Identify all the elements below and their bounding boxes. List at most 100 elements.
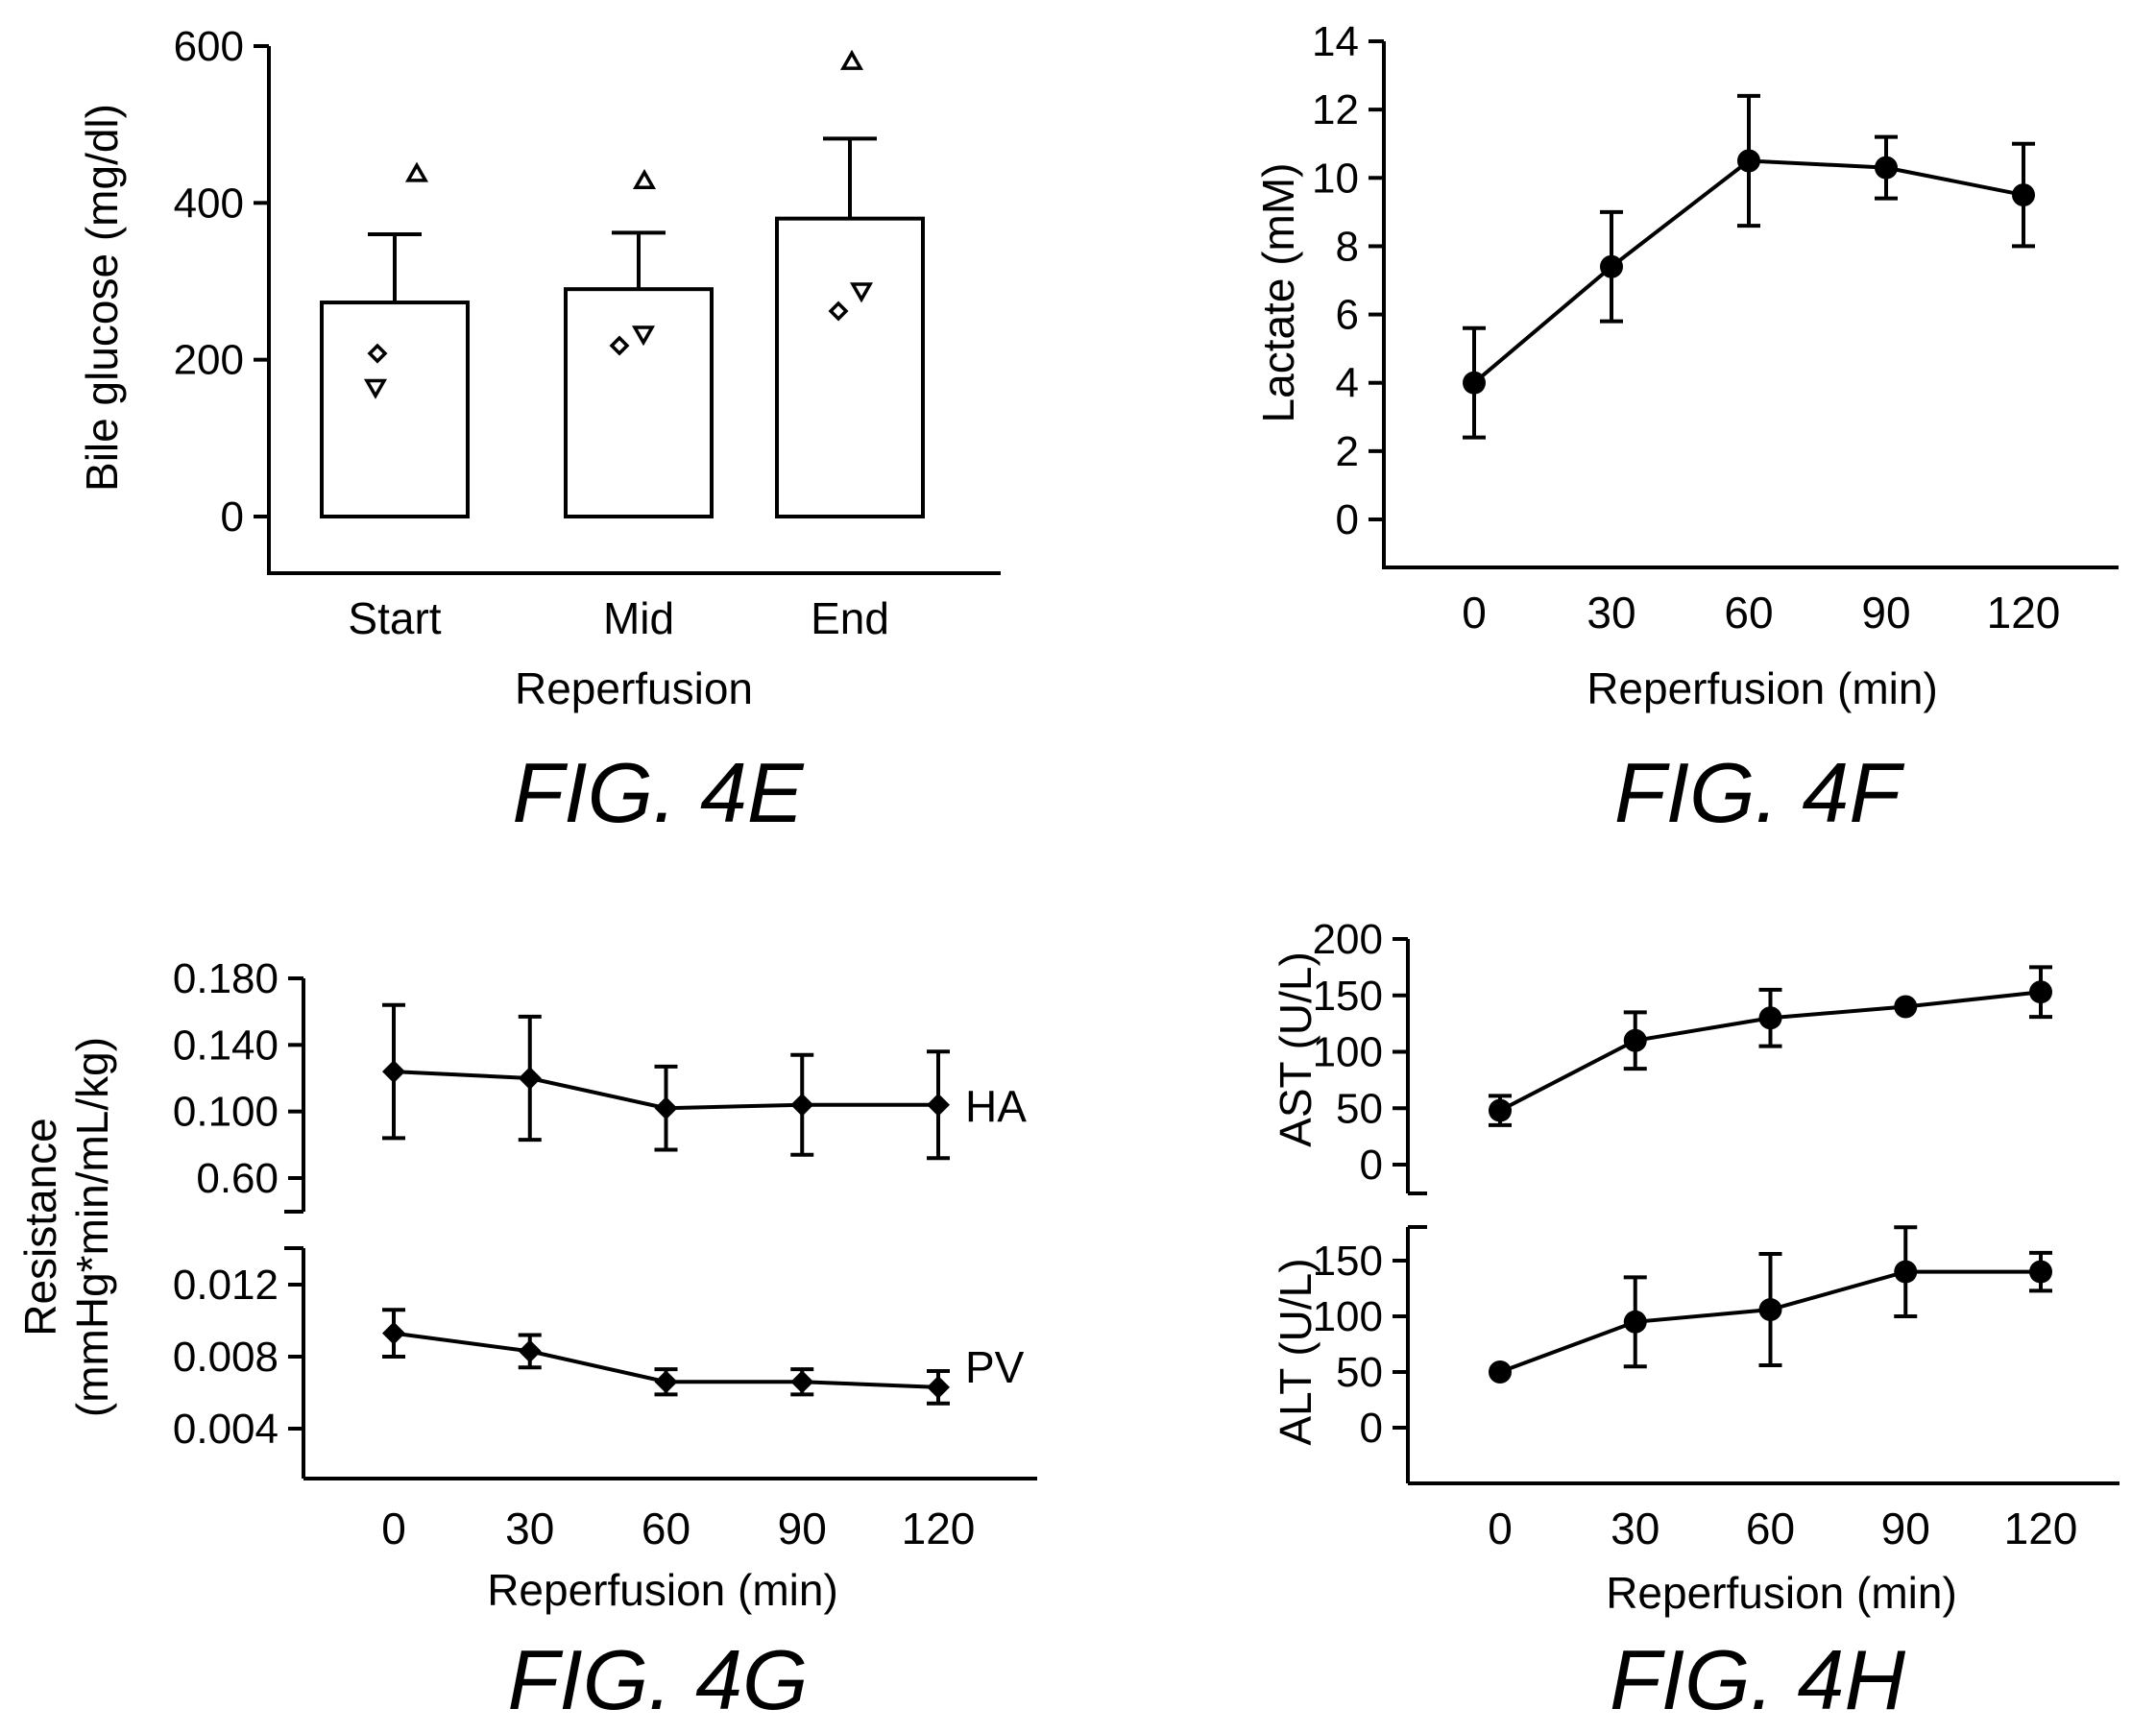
fig-4g-ha-point (790, 1093, 814, 1117)
fig-4g-y-tick-label-lower: 0.004 (173, 1406, 279, 1453)
fig-4f-x-tick-label: 0 (1462, 588, 1487, 638)
fig-4h-x-axis-label: Reperfusion (min) (1606, 1568, 1957, 1618)
fig-4g-pv-point (518, 1339, 542, 1363)
fig-4e-point-triangle-up (632, 168, 657, 189)
fig-4h-ast-y-tick-label: 200 (1313, 916, 1383, 963)
fig-4g-y-tick-label-lower: 0.008 (173, 1334, 279, 1381)
fig-4f-point (1875, 156, 1898, 180)
fig-4e-bar (775, 216, 925, 519)
fig-4e-bar (564, 287, 714, 518)
fig-4g-x-tick-label: 90 (778, 1504, 827, 1553)
fig-4f-point (1737, 149, 1760, 173)
fig-4g-y-axis-label-line1: Resistance (15, 1118, 65, 1336)
fig-4h-alt-point (2029, 1260, 2052, 1284)
fig-4h-ast-y-tick-label: 50 (1336, 1085, 1383, 1132)
fig-4h-ast-y-tick-label: 150 (1313, 973, 1383, 1020)
chart-fig-4g: 0.60 0.100 0.140 0.180 0.004 0.008 0.012 0 30 60 9… (15, 955, 1037, 1615)
fig-4h-alt-point (1894, 1260, 1918, 1284)
fig-4g-pv-point (382, 1321, 405, 1345)
fig-4f-x-tick-label: 60 (1724, 588, 1773, 638)
fig-4h-x-tick-label: 30 (1611, 1504, 1659, 1553)
fig-4g-ha-point (654, 1096, 678, 1120)
fig-4h-ast-point (1758, 1006, 1782, 1030)
fig-4h-ast-point (1623, 1028, 1647, 1052)
fig-4e-bar (320, 301, 470, 518)
fig-4e-point-triangle-up (404, 161, 429, 182)
chart-fig-4e: 0 200 400 600 Start Mid End Reperfusion Bile glu… (77, 23, 1001, 713)
fig-4e-x-category-label: End (811, 593, 889, 643)
fig-4h-alt-y-tick-label: 0 (1360, 1405, 1383, 1452)
fig-4f-x-tick-label: 120 (1987, 588, 2061, 638)
fig-4g-y-tick-label-lower: 0.012 (173, 1262, 279, 1309)
fig-4e-point-diamond (367, 343, 388, 364)
fig-4e-caption: FIG. 4E (512, 745, 804, 840)
fig-4h-alt-y-tick-label: 150 (1313, 1238, 1383, 1285)
fig-4f-x-tick-label: 90 (1861, 588, 1910, 638)
fig-4f-axes (1382, 41, 2119, 569)
fig-4e-point-triangle-down (849, 282, 874, 303)
fig-4e-point-diamond (609, 335, 630, 356)
fig-4h-x-tick-label: 0 (1488, 1504, 1513, 1553)
fig-4f-x-axis-label: Reperfusion (min) (1587, 663, 1938, 713)
fig-4e-y-tick-label: 600 (174, 23, 244, 70)
fig-4h-caption: FIG. 4H (1610, 1632, 1905, 1727)
fig-4h-alt-point (1489, 1360, 1512, 1384)
fig-4g-x-axis-label: Reperfusion (min) (487, 1565, 838, 1615)
fig-4g-y-tick-label-upper: 0.60 (196, 1155, 279, 1202)
fig-4e-x-category-label: Start (348, 593, 441, 643)
fig-4f-y-tick-label: 0 (1336, 496, 1359, 543)
fig-4e-y-tick-label: 400 (174, 180, 244, 227)
fig-4h-alt-point (1623, 1310, 1647, 1334)
fig-4g-ha-point (927, 1093, 950, 1117)
fig-4g-x-tick-label: 0 (381, 1504, 406, 1553)
fig-4g-y-tick-label-upper: 0.100 (173, 1089, 279, 1136)
fig-4e-point-diamond (828, 301, 849, 322)
fig-4h-ast-y-tick-label: 100 (1313, 1029, 1383, 1076)
fig-4f-y-tick-label: 6 (1336, 292, 1359, 339)
fig-4h-x-tick-label: 60 (1746, 1504, 1795, 1553)
fig-4e-point-triangle-down (363, 378, 388, 399)
fig-4g-pv-point (927, 1375, 950, 1399)
fig-4f-caption: FIG. 4F (1614, 745, 1904, 840)
fig-4h-ast-point (2029, 980, 2052, 1004)
fig-4g-caption: FIG. 4G (508, 1632, 809, 1727)
fig-4e-x-axis-label: Reperfusion (515, 663, 753, 713)
fig-4f-y-tick-label: 14 (1312, 18, 1359, 65)
fig-4g-ha-point (518, 1067, 542, 1090)
chart-fig-4h: 0 50 100 150 200 0 50 100 150 0 30 60 90 120 AST (U/L)… (1271, 916, 2120, 1618)
fig-4h-x-tick-label: 90 (1881, 1504, 1930, 1553)
fig-4f-point (2012, 183, 2035, 207)
fig-4f-y-tick-label: 2 (1336, 428, 1359, 475)
fig-4g-y-axis-label-line2: (mmHg*min/mL/kg) (67, 1037, 117, 1417)
fig-4f-point (1463, 371, 1486, 395)
fig-4h-ast-y-axis-label: AST (U/L) (1271, 951, 1320, 1147)
fig-4g-y-tick-label-upper: 0.180 (173, 955, 279, 1002)
fig-4h-ast-point (1894, 995, 1918, 1019)
fig-4g-y-tick-label-upper: 0.140 (173, 1022, 279, 1069)
fig-4g-x-tick-label: 60 (642, 1504, 690, 1553)
fig-4f-y-tick-label: 8 (1336, 223, 1359, 270)
fig-4g-ha-point (382, 1060, 405, 1084)
fig-4f-x-tick-label: 30 (1587, 588, 1635, 638)
fig-4e-point-triangle-up (839, 49, 864, 70)
fig-4f-y-tick-label: 10 (1312, 155, 1359, 202)
fig-4e-y-tick-label: 0 (221, 493, 244, 541)
fig-4f-point (1600, 254, 1623, 278)
fig-4h-ast-y-tick-label: 0 (1360, 1142, 1383, 1189)
fig-4h-x-tick-label: 120 (2004, 1504, 2078, 1553)
fig-4h-alt-point (1758, 1298, 1782, 1322)
fig-4g-pv-series-label: PV (965, 1342, 1025, 1392)
fig-4e-y-tick-label: 200 (174, 337, 244, 384)
fig-4e-y-axis-label: Bile glucose (mg/dl) (77, 104, 127, 492)
fig-4e-point-triangle-down (631, 325, 656, 347)
fig-4g-ha-series-label: HA (965, 1082, 1027, 1132)
fig-4f-y-axis-label: Lactate (mM) (1253, 163, 1303, 423)
fig-4g-pv-point (790, 1370, 814, 1394)
fig-4g-pv-point (654, 1370, 678, 1394)
chart-fig-4f: 0 2 4 6 8 10 12 14 0 30 60 90 120 Reperfusion (min) La… (1253, 18, 2119, 713)
fig-4h-ast-point (1489, 1098, 1512, 1122)
fig-4g-x-tick-label: 120 (902, 1504, 976, 1553)
fig-4h-alt-y-tick-label: 50 (1336, 1349, 1383, 1396)
fig-4e-x-category-label: Mid (603, 593, 674, 643)
